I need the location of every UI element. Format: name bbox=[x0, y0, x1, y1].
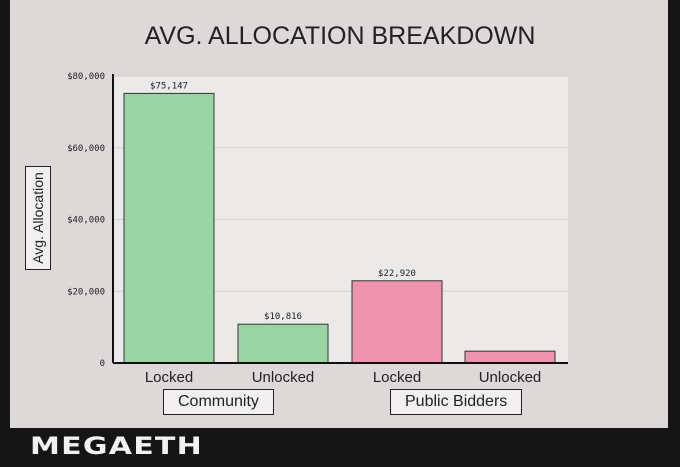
group-label-public-bidders: Public Bidders bbox=[390, 389, 523, 415]
y-tick-label: $40,000 bbox=[67, 216, 105, 226]
y-tick-label: 0 bbox=[100, 359, 105, 369]
group-label-community: Community bbox=[163, 389, 274, 415]
bar bbox=[123, 92, 215, 364]
x-tick-label: Locked bbox=[373, 369, 421, 386]
data-label: $22,920 bbox=[378, 269, 416, 279]
data-label: $10,816 bbox=[264, 312, 302, 322]
chart-title: AVG. ALLOCATION BREAKDOWN bbox=[144, 22, 536, 50]
bar bbox=[464, 350, 556, 364]
x-tick-label: Unlocked bbox=[479, 369, 542, 386]
x-tick-label: Unlocked bbox=[252, 369, 315, 386]
x-tick-label: Locked bbox=[145, 369, 193, 386]
bar bbox=[237, 323, 329, 364]
data-label: $75,147 bbox=[150, 81, 188, 91]
bar bbox=[351, 280, 443, 364]
y-axis-label: Avg. Allocation bbox=[25, 166, 51, 270]
y-tick-label: $20,000 bbox=[67, 287, 105, 297]
megaeth-logo: MEGAETH bbox=[30, 432, 204, 460]
y-tick-label: $60,000 bbox=[67, 144, 105, 154]
y-tick-label: $80,000 bbox=[67, 72, 105, 82]
